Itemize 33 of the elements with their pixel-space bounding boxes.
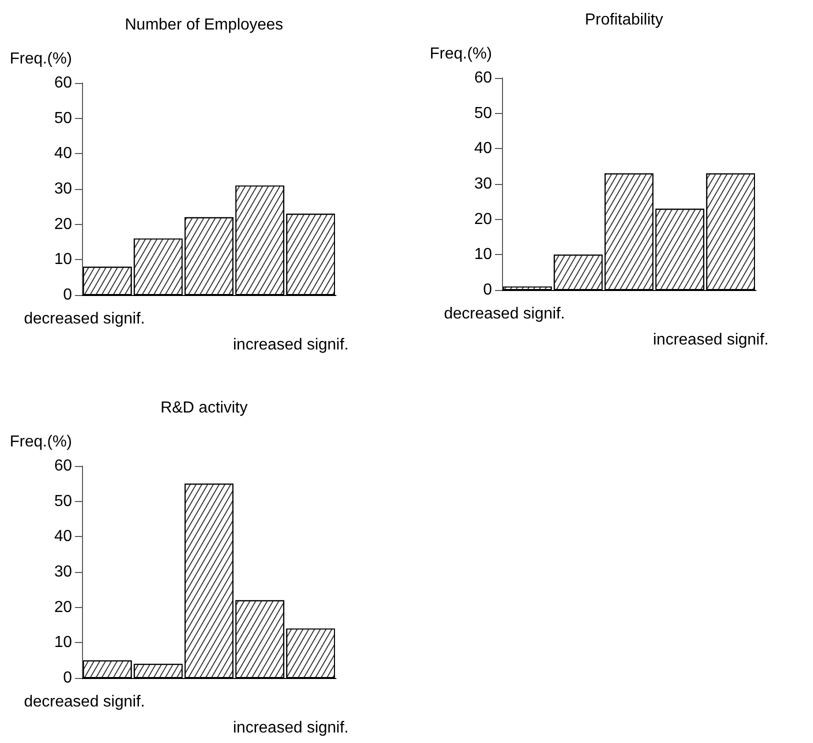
- y-tick-label: 30: [54, 180, 72, 198]
- y-tick-label: 20: [54, 216, 72, 233]
- y-tick-label: 60: [474, 70, 492, 86]
- y-tick-label: 50: [54, 492, 72, 510]
- y-tick-label: 0: [63, 286, 72, 304]
- text: increased signif.: [233, 720, 349, 736]
- y-tick-label: 20: [474, 210, 492, 228]
- y-axis-title: Freq.(%): [430, 46, 492, 62]
- y-tick-label: 30: [54, 564, 72, 580]
- text: decreased signif.: [24, 310, 145, 328]
- text: increased signif.: [653, 332, 769, 348]
- y-tick-label: 0: [483, 282, 492, 298]
- y-tick-label: 20: [54, 598, 72, 616]
- y-tick-label: 10: [54, 634, 72, 652]
- y-tick-label: 40: [54, 528, 72, 546]
- y-tick-label: 30: [474, 176, 492, 192]
- text: increased signif.: [233, 336, 349, 354]
- y-tick-label: 10: [54, 251, 72, 268]
- y-tick-label: 0: [63, 670, 72, 686]
- y-axis-title: Freq.(%): [10, 50, 72, 68]
- chart-title: Profitability: [584, 12, 664, 28]
- y-tick-label: 50: [474, 104, 492, 122]
- chart-title: R&D activity: [160, 400, 248, 416]
- y-tick-label: 60: [54, 74, 72, 92]
- text: decreased signif.: [444, 306, 565, 322]
- text: decreased signif.: [24, 694, 145, 710]
- y-tick-label: 50: [54, 110, 72, 127]
- y-axis-title: Freq.(%): [10, 434, 72, 450]
- y-tick-label: 40: [54, 145, 72, 162]
- y-tick-label: 10: [474, 246, 492, 264]
- y-tick-label: 60: [54, 458, 72, 474]
- chart-title: Number of Employees: [124, 16, 284, 34]
- y-tick-label: 40: [474, 140, 492, 158]
